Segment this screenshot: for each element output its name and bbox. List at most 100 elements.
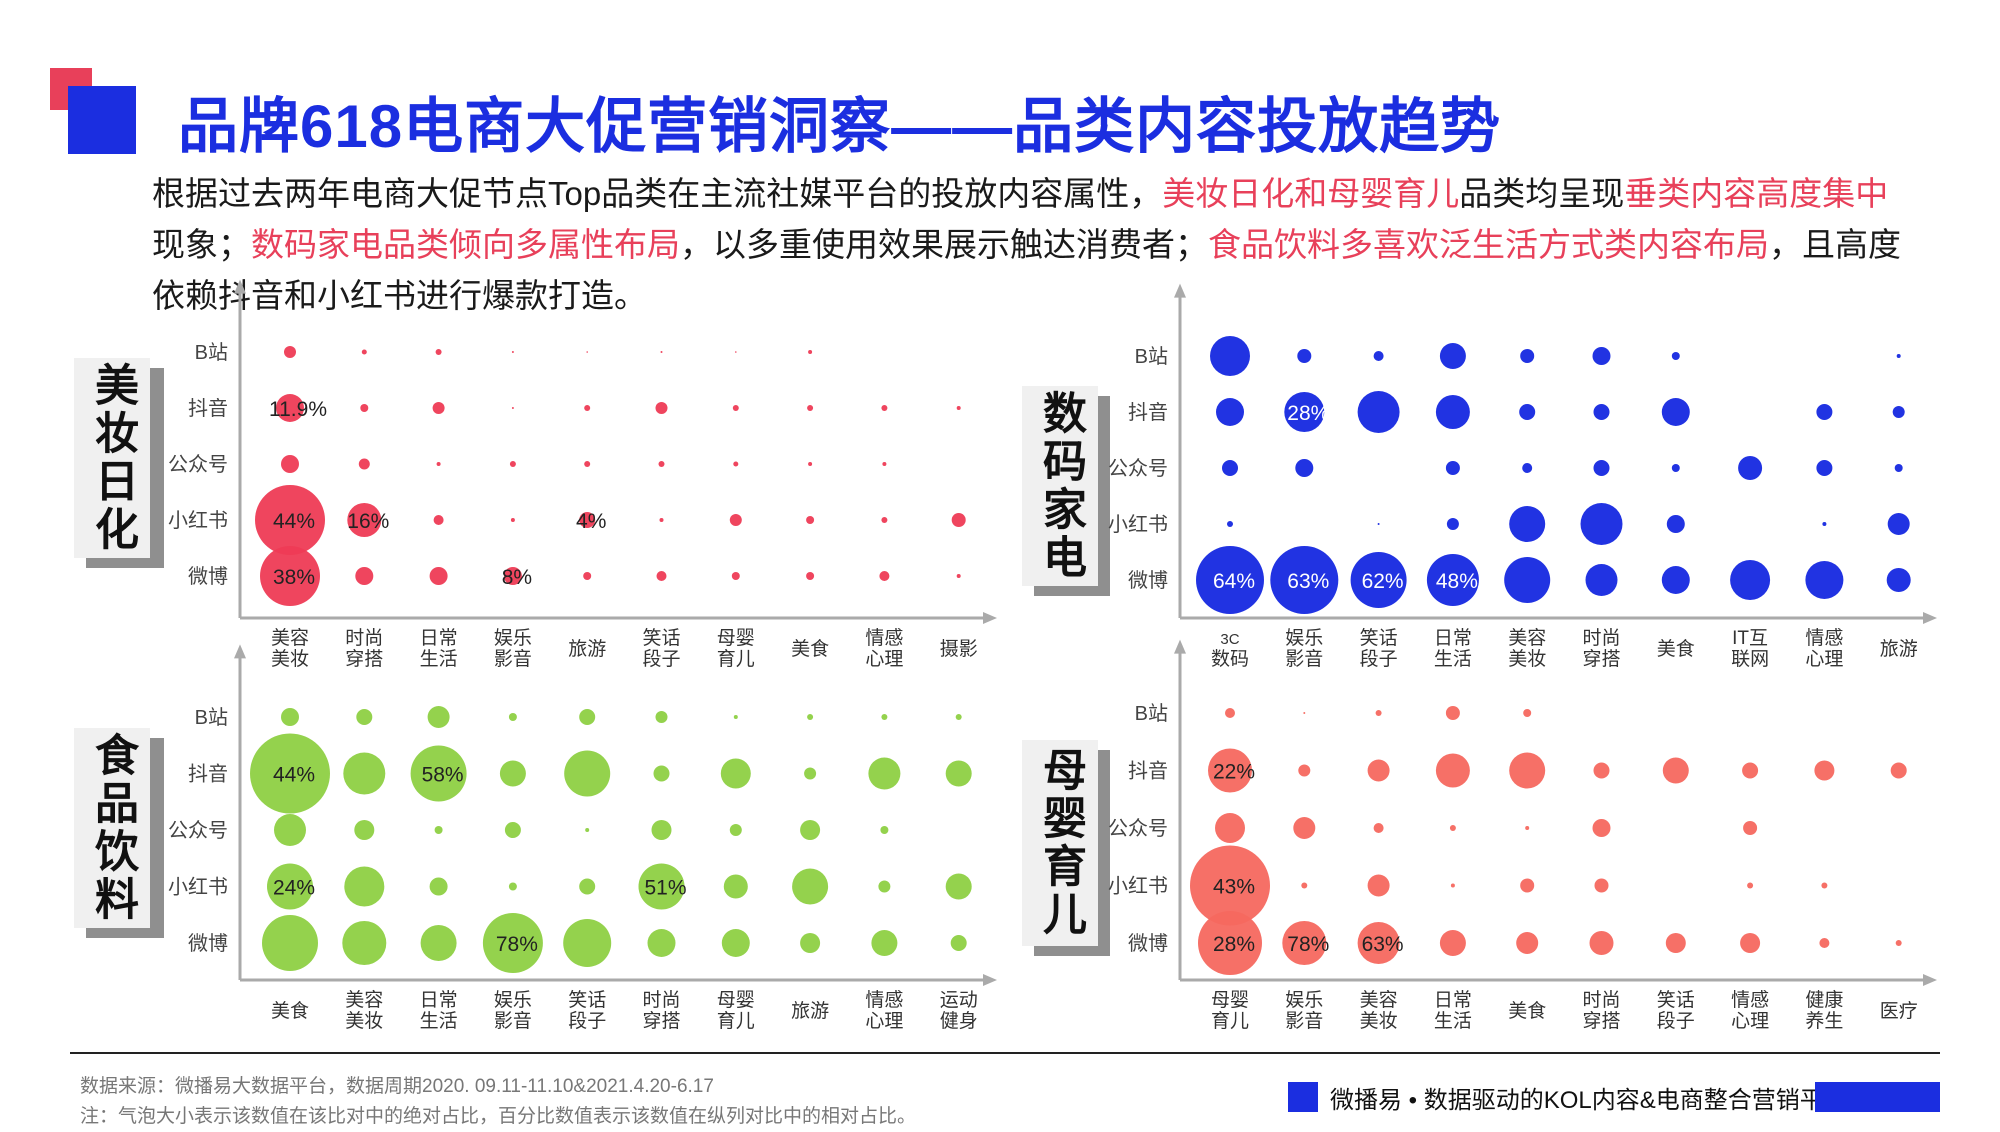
bubble	[807, 405, 814, 411]
bubble	[1522, 463, 1533, 473]
brand-bar	[1815, 1082, 1940, 1112]
column-label: 穿搭	[1582, 648, 1620, 670]
note-text: 注：气泡大小表示该数值在该比对中的绝对占比，百分比数值表示该数值在纵列对比中的相…	[80, 1106, 917, 1127]
row-label: 微博	[188, 932, 228, 955]
column-label: 生活	[1434, 1010, 1472, 1032]
column-label: 情感	[1731, 989, 1769, 1011]
y-axis-arrow	[234, 644, 246, 659]
intro-text-5: ，且高度依赖抖音和小红书进行爆款打造。	[152, 226, 1901, 314]
bubble	[1227, 521, 1233, 527]
data-label: 11.9%	[269, 398, 327, 421]
bubble	[1298, 764, 1311, 777]
bubble	[733, 461, 739, 467]
intro-highlight-3: 数码家电品类倾向多属性布局	[251, 226, 680, 263]
column-label: 美容	[271, 627, 309, 649]
row-label: 微博	[1128, 932, 1168, 955]
data-label: 44%	[273, 764, 315, 787]
bubble	[563, 919, 612, 967]
bubble	[956, 406, 961, 410]
intro-text-3: 现象；	[152, 226, 251, 263]
bubble	[1225, 708, 1235, 718]
column-label: 美妆	[345, 1010, 383, 1032]
column-label: 美食	[1657, 638, 1695, 660]
bubble	[806, 516, 815, 524]
column-label: 旅游	[1880, 638, 1918, 660]
panel-label-digital: 数码家电	[1022, 386, 1098, 586]
bubble	[1216, 398, 1244, 426]
bubble	[800, 933, 821, 953]
column-label: 美容	[1360, 989, 1398, 1011]
row-label: B站	[1135, 345, 1168, 368]
bubble	[638, 863, 685, 910]
bubble	[1208, 748, 1252, 793]
bubble	[1222, 460, 1238, 476]
bubble	[1661, 566, 1690, 594]
column-label: 影音	[1285, 1010, 1323, 1032]
column-label: 心理	[1805, 649, 1843, 670]
column-label: 育儿	[717, 648, 755, 670]
data-label: 51%	[644, 877, 686, 900]
data-label: 28%	[1287, 402, 1329, 425]
column-label: 心理	[1731, 1011, 1769, 1032]
data-label: 48%	[1436, 570, 1478, 593]
column-label: 日常	[420, 989, 458, 1011]
bubble	[1509, 752, 1546, 789]
bubble	[1373, 823, 1384, 833]
column-label: 时尚	[1582, 989, 1620, 1011]
column-label: 美妆	[1508, 648, 1546, 670]
bubble	[1887, 513, 1910, 535]
bubble	[509, 461, 516, 467]
column-label: 医疗	[1880, 1000, 1918, 1022]
bubble	[1886, 568, 1911, 592]
column-label: 穿搭	[1582, 1010, 1620, 1032]
bubble	[651, 820, 672, 840]
column-label: 心理	[865, 1011, 903, 1032]
data-label: 64%	[1213, 570, 1255, 593]
bubble	[951, 513, 966, 527]
bubble	[735, 351, 737, 353]
data-label: 58%	[422, 764, 464, 787]
bubble	[1890, 762, 1907, 779]
column-label: 日常	[1434, 989, 1472, 1011]
bubble	[1293, 817, 1316, 839]
bubble	[1357, 922, 1400, 964]
bubble	[579, 878, 596, 895]
bubble	[1426, 554, 1479, 606]
bubble	[1894, 464, 1903, 472]
bubble	[586, 351, 588, 353]
column-label: 育儿	[717, 1010, 755, 1032]
bubble	[564, 750, 611, 797]
bubble	[1592, 347, 1611, 365]
column-label: 运动	[940, 989, 978, 1011]
bubble	[806, 572, 815, 580]
column-label: 3C	[1220, 631, 1239, 648]
column-label: 娱乐	[494, 989, 532, 1011]
column-label: 穿搭	[642, 1010, 680, 1032]
bubble	[1665, 933, 1686, 953]
row-label: 公众号	[1108, 817, 1168, 840]
bubble	[579, 709, 596, 725]
bubble	[1210, 336, 1250, 376]
bubble	[721, 929, 750, 957]
bubble	[1671, 464, 1680, 472]
bubble	[1594, 878, 1609, 893]
bubble	[653, 765, 670, 782]
row-label: 公众号	[168, 453, 228, 476]
bubble	[1282, 921, 1327, 965]
bubble	[878, 880, 891, 893]
bubble	[1446, 518, 1459, 530]
bubble	[276, 394, 304, 422]
bubble	[1743, 821, 1758, 835]
intro-highlight-4: 食品饮料多喜欢泛生活方式类内容布局	[1208, 226, 1769, 263]
bubble	[1593, 762, 1610, 779]
bubble	[262, 915, 318, 971]
column-label: 数码	[1211, 648, 1249, 670]
data-label: 63%	[1362, 933, 1404, 956]
column-label: 母婴	[1211, 989, 1249, 1011]
source-text: 数据来源：微播易大数据平台，数据周期2020. 09.11-11.10&2021…	[80, 1076, 714, 1097]
bubble	[499, 760, 526, 787]
bubble	[1816, 404, 1833, 420]
column-label: 段子	[1360, 648, 1398, 670]
bubble	[584, 461, 591, 467]
